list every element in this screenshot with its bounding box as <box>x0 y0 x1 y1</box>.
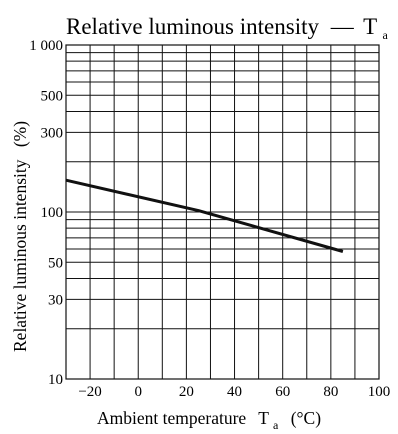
y-tick-label: 500 <box>41 88 64 104</box>
x-axis-label-text: Ambient temperature <box>97 408 246 428</box>
y-tick-labels: 10 30 50 100 300 500 1 000 <box>29 38 63 388</box>
x-tick-label: 100 <box>368 384 391 400</box>
x-tick-labels: −20 0 20 40 60 80 100 <box>78 384 390 400</box>
x-axis-unit: (°C) <box>291 408 321 428</box>
y-tick-label: 10 <box>48 372 63 388</box>
grid-lines <box>66 45 379 379</box>
x-tick-label: 0 <box>134 384 142 400</box>
x-tick-label: −20 <box>78 384 101 400</box>
y-axis-label-text: Relative luminous intensity <box>10 159 30 352</box>
chart-title: Relative luminous intensity — T a <box>66 14 388 42</box>
x-tick-label: 20 <box>179 384 194 400</box>
title-symbol-sub: a <box>382 28 388 42</box>
x-tick-label: 60 <box>275 384 290 400</box>
title-symbol: T <box>363 14 377 39</box>
x-tick-label: 80 <box>323 384 338 400</box>
x-axis-label: Ambient temperature T a (°C) <box>97 408 321 433</box>
plot-border <box>65 44 380 380</box>
y-axis-unit: (%) <box>10 121 30 147</box>
y-tick-label: 50 <box>48 255 63 271</box>
y-tick-label: 300 <box>41 125 64 141</box>
svg-text:Relative luminous intensity: Relative luminous intensity — T a <box>66 14 388 42</box>
title-dash: — <box>330 14 355 39</box>
y-axis-label: Relative luminous intensity (%) <box>10 121 30 352</box>
y-tick-label: 1 000 <box>29 38 63 54</box>
series-layer <box>65 178 344 253</box>
y-tick-label: 30 <box>48 292 63 308</box>
x-axis-symbol: T <box>258 408 269 428</box>
title-text: Relative luminous intensity <box>66 14 319 39</box>
y-tick-label: 100 <box>41 205 64 221</box>
plot-frame <box>65 44 380 380</box>
x-tick-label: 40 <box>227 384 242 400</box>
x-axis-symbol-sub: a <box>273 418 279 432</box>
series-line <box>65 178 344 253</box>
